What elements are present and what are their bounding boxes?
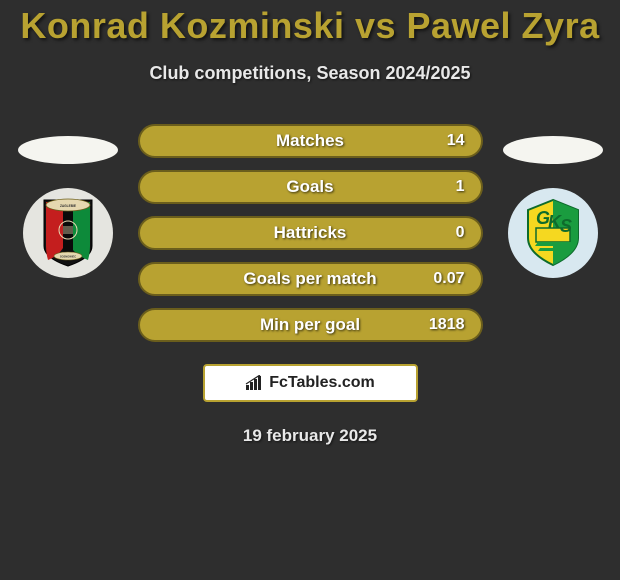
stat-label: Goals <box>286 177 333 197</box>
stat-row-hattricks: Hattricks 0 <box>138 216 483 250</box>
stat-label: Goals per match <box>243 269 376 289</box>
stat-label: Matches <box>276 131 344 151</box>
stat-value: 14 <box>447 132 465 150</box>
stats-column: Matches 14 Goals 1 Hattricks 0 Goals per… <box>138 124 483 342</box>
player-placeholder-ellipse <box>503 136 603 164</box>
chart-icon <box>245 375 265 391</box>
attribution-text: FcTables.com <box>269 374 375 392</box>
stat-label: Min per goal <box>260 315 360 335</box>
stat-row-goals: Goals 1 <box>138 170 483 204</box>
svg-text:S: S <box>560 216 572 236</box>
date-text: 19 february 2025 <box>0 426 620 446</box>
left-player-column: ZAGLEBIE SOSNOWIEC <box>13 124 123 278</box>
attribution-badge: FcTables.com <box>203 364 418 402</box>
stat-row-goals-per-match: Goals per match 0.07 <box>138 262 483 296</box>
stat-value: 0.07 <box>433 270 464 288</box>
comparison-row: ZAGLEBIE SOSNOWIEC Matches 14 Goals 1 Ha… <box>0 124 620 342</box>
stat-row-min-per-goal: Min per goal 1818 <box>138 308 483 342</box>
right-player-column: G K S <box>498 124 608 278</box>
gks-shield-icon: G K S <box>518 198 588 268</box>
svg-text:SOSNOWIEC: SOSNOWIEC <box>59 255 75 259</box>
stat-value: 1818 <box>429 316 465 334</box>
subtitle: Club competitions, Season 2024/2025 <box>0 63 620 84</box>
stat-value: 1 <box>456 178 465 196</box>
stat-value: 0 <box>456 224 465 242</box>
zaglebie-shield-icon: ZAGLEBIE SOSNOWIEC <box>39 198 97 268</box>
stat-label: Hattricks <box>274 223 347 243</box>
player-placeholder-ellipse <box>18 136 118 164</box>
stat-row-matches: Matches 14 <box>138 124 483 158</box>
page-title: Konrad Kozminski vs Pawel Zyra <box>0 5 620 47</box>
left-club-badge: ZAGLEBIE SOSNOWIEC <box>23 188 113 278</box>
right-club-badge: G K S <box>508 188 598 278</box>
svg-text:ZAGLEBIE: ZAGLEBIE <box>59 204 75 208</box>
